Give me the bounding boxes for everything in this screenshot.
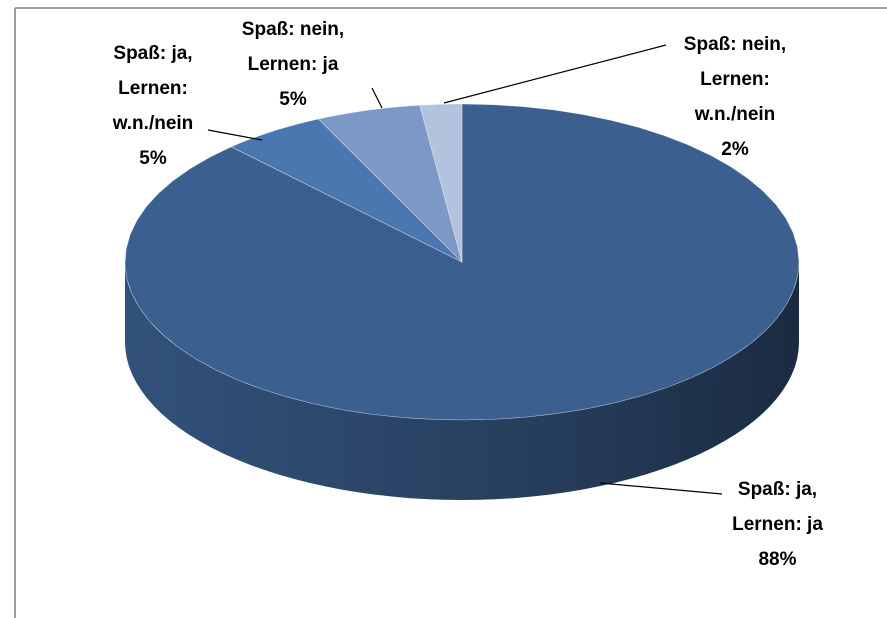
label-value: 5% (279, 89, 307, 110)
data-label: Spaß: ja, Lernen: ja 88% (720, 472, 835, 577)
data-label: Spaß: ja, Lernen: w.n./nein 5% (92, 36, 214, 176)
leader-line (207, 129, 263, 141)
slice (230, 118, 463, 263)
label-value: 2% (721, 139, 749, 160)
slice (317, 104, 463, 264)
slice-side-shade (125, 262, 799, 500)
label-category: Spaß: nein, Lernen: w.n./nein (683, 34, 787, 125)
leader-line (599, 482, 723, 495)
label-value: 5% (139, 148, 167, 169)
label-category: Spaß: nein, Lernen: ja (241, 19, 345, 75)
label-category: Spaß: ja, Lernen: ja (732, 479, 823, 535)
leader-line (371, 87, 383, 109)
label-value: 88% (758, 549, 797, 570)
leader-line (443, 44, 667, 104)
data-label: Spaß: nein, Lernen: w.n./nein 2% (662, 27, 808, 167)
label-category: Spaß: ja, Lernen: w.n./nein (112, 43, 194, 134)
slice (419, 103, 463, 263)
data-label: Spaß: nein, Lernen: ja 5% (228, 12, 358, 117)
